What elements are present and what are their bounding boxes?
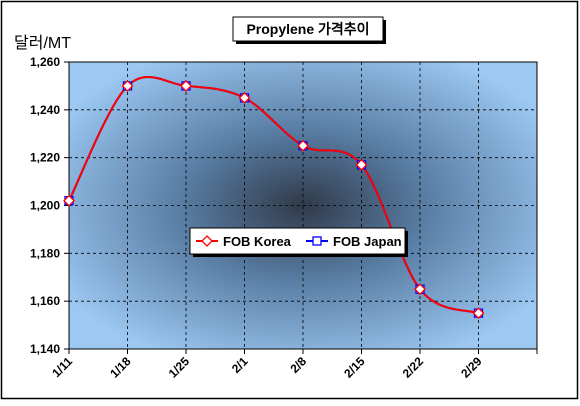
- y-tick-label: 1,200: [30, 199, 60, 213]
- series-0-point-4: [297, 139, 309, 152]
- series-0-point-1: [121, 79, 134, 92]
- legend-marker-0: [201, 235, 213, 247]
- series-0-point-7: [472, 307, 485, 320]
- title-box-frame: [232, 16, 384, 42]
- y-tick-label: 1,160: [30, 294, 60, 308]
- legend-frame: [189, 227, 406, 255]
- y-tick-label: 1,220: [30, 151, 60, 165]
- y-tick-label: 1,240: [30, 103, 60, 117]
- y-axis-label: 달러/MT: [14, 34, 71, 52]
- series-markers: [63, 79, 485, 320]
- y-tick-labels: 1,140 1,160 1,180 1,200 1,220 1,240 1,260: [30, 55, 60, 356]
- legend-label-0: FOB Korea: [223, 234, 292, 249]
- legend-marker-1: [312, 236, 322, 246]
- y-tick-label: 1,260: [30, 55, 60, 69]
- y-tick-label: 1,180: [30, 246, 60, 260]
- series-0-point-0: [63, 194, 75, 207]
- series-0-point-5: [355, 158, 368, 171]
- legend-items: FOB Korea FOB Japan: [196, 234, 402, 249]
- legend-label-1: FOB Japan: [333, 234, 402, 249]
- chart-title: Propylene 가격추이: [246, 21, 369, 37]
- legend: FOB Korea FOB Japan: [189, 227, 408, 257]
- y-tick-label: 1,140: [30, 342, 60, 356]
- series-0-point-6: [414, 283, 426, 296]
- axes: [64, 61, 538, 354]
- series-0-point-2: [180, 79, 192, 92]
- series-0-point-3: [238, 91, 251, 104]
- title-box: Propylene 가격추이: [232, 16, 386, 44]
